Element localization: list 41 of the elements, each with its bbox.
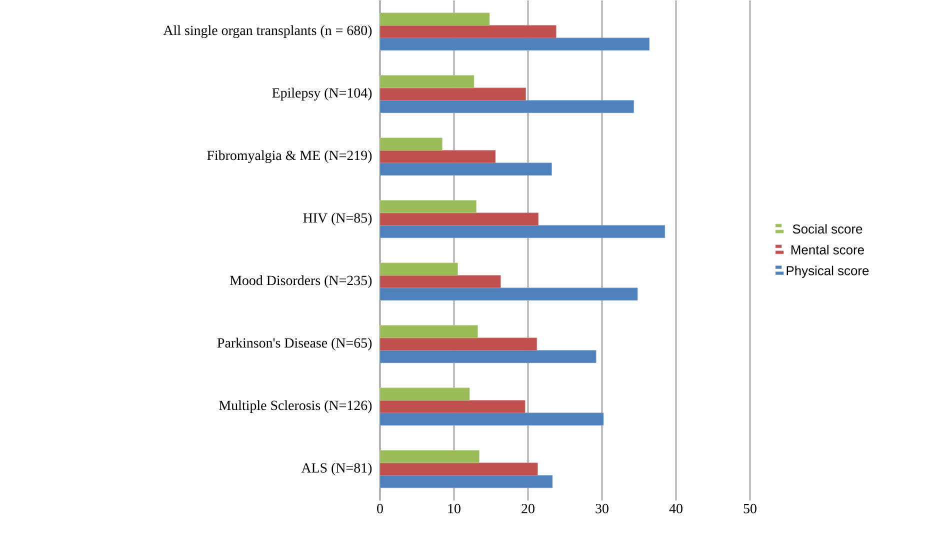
y-tick-label: Fibromyalgia & ME (N=219) (207, 150, 372, 163)
x-tick-label: 20 (522, 504, 534, 514)
y-tick-label: Mood Disorders (N=235) (230, 275, 372, 288)
y-tick-label: Parkinson's Disease (N=65) (217, 338, 372, 350)
x-tick-label: 50 (744, 504, 756, 514)
bar (380, 474, 553, 488)
legend-label: Physical score (786, 266, 869, 278)
bar (380, 212, 539, 226)
bar (380, 412, 604, 426)
bar (380, 324, 478, 338)
bar (380, 162, 552, 176)
bar (380, 12, 490, 26)
legend-label: Mental score (791, 244, 864, 254)
bar (380, 337, 538, 350)
bar (380, 88, 526, 100)
x-tick-label: 10 (448, 504, 460, 514)
y-tick-label: All single organ transplants (n = 680) (163, 25, 372, 38)
y-tick-label: Multiple Sclerosis (N=126) (219, 400, 372, 413)
bar (380, 100, 634, 113)
bar (380, 387, 470, 400)
bar (380, 274, 501, 288)
bar (380, 450, 480, 463)
bar (380, 350, 596, 363)
bar (380, 38, 650, 50)
bar (380, 462, 538, 476)
bar (380, 200, 476, 213)
y-tick-label: ALS (N=81) (301, 462, 372, 476)
y-tick-label: HIV (N=85) (303, 212, 372, 226)
bar (380, 75, 474, 88)
bar (380, 150, 496, 163)
x-tick-label: 0 (377, 504, 383, 514)
bar (380, 138, 442, 150)
x-tick-label: 30 (596, 504, 608, 514)
y-tick-label: Epilepsy (N=104) (272, 88, 372, 100)
bar (380, 25, 556, 38)
bar (380, 400, 526, 413)
bar (380, 224, 666, 238)
bar (380, 262, 458, 276)
legend-label: Social score (792, 224, 862, 234)
bar (380, 287, 638, 300)
x-tick-label: 40 (669, 504, 682, 514)
